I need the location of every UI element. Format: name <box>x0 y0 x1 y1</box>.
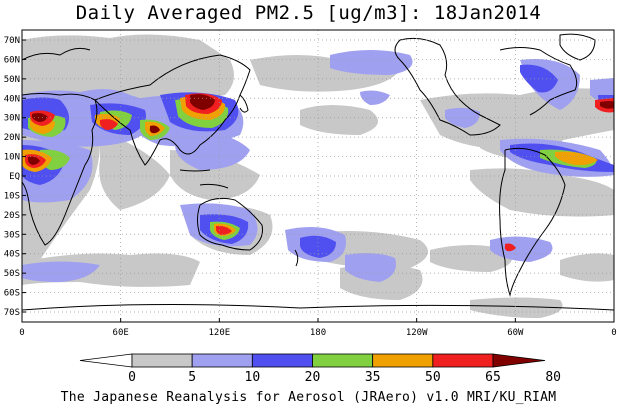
lat-tick-label: 60S <box>4 289 20 299</box>
lat-tick-label: 50N <box>4 75 20 85</box>
colorbar: 0 5 10 20 35 50 65 80 <box>79 353 561 385</box>
map-title: Daily Averaged PM2.5 [ug/m3]: 18Jan2014 <box>75 2 542 24</box>
colorbar-label: 10 <box>245 370 261 385</box>
lon-tick-label: 0 <box>19 328 24 338</box>
lat-tick-label: 70S <box>4 308 20 318</box>
lat-tick-label: 30N <box>4 114 20 124</box>
colorbar-label: 50 <box>425 370 441 385</box>
colorbar-label: 35 <box>365 370 381 385</box>
lat-tick-label: 70N <box>4 36 20 46</box>
colorbar-segment <box>432 353 494 368</box>
lon-tick-label: 180 <box>310 328 326 338</box>
lat-tick-label: 10S <box>4 191 20 201</box>
colorbar-label: 5 <box>188 370 196 385</box>
lon-tick-label: 60W <box>507 328 524 338</box>
lat-tick-label: EQ <box>9 172 20 182</box>
colorbar-segment <box>492 353 546 368</box>
colorbar-segment <box>372 353 434 368</box>
lon-tick-label: 0 <box>611 328 616 338</box>
footer-credit: The Japanese Reanalysis for Aerosol (JRA… <box>60 390 557 405</box>
lat-tick-label: 60N <box>4 55 20 65</box>
lat-tick-label: 40S <box>4 250 20 260</box>
longitude-labels: 0 60E 120E 180 120W 60W 0 <box>19 318 617 338</box>
lon-tick-label: 120W <box>406 328 428 338</box>
lat-tick-label: 40N <box>4 94 20 104</box>
colorbar-segment <box>312 353 374 368</box>
colorbar-label: 0 <box>128 370 136 385</box>
colorbar-label: 20 <box>305 370 321 385</box>
colorbar-segment <box>79 353 133 368</box>
latitude-labels: 70N 60N 50N 40N 30N 20N 10N EQ 10S 20S 30S 40S 50S 60… <box>4 36 26 318</box>
colorbar-segment <box>251 353 313 368</box>
lat-tick-label: 50S <box>4 269 20 279</box>
lat-tick-label: 20S <box>4 211 20 221</box>
lat-tick-label: 30S <box>4 230 20 240</box>
lat-tick-label: 20N <box>4 133 20 143</box>
colorbar-segment <box>191 353 253 368</box>
lon-tick-label: 60E <box>113 328 129 338</box>
lat-tick-label: 10N <box>4 153 20 163</box>
colorbar-segment <box>131 353 193 368</box>
colorbar-label: 80 <box>545 370 561 385</box>
colorbar-label: 65 <box>485 370 501 385</box>
lon-tick-label: 120E <box>208 328 230 338</box>
map-gridlines <box>22 30 614 322</box>
